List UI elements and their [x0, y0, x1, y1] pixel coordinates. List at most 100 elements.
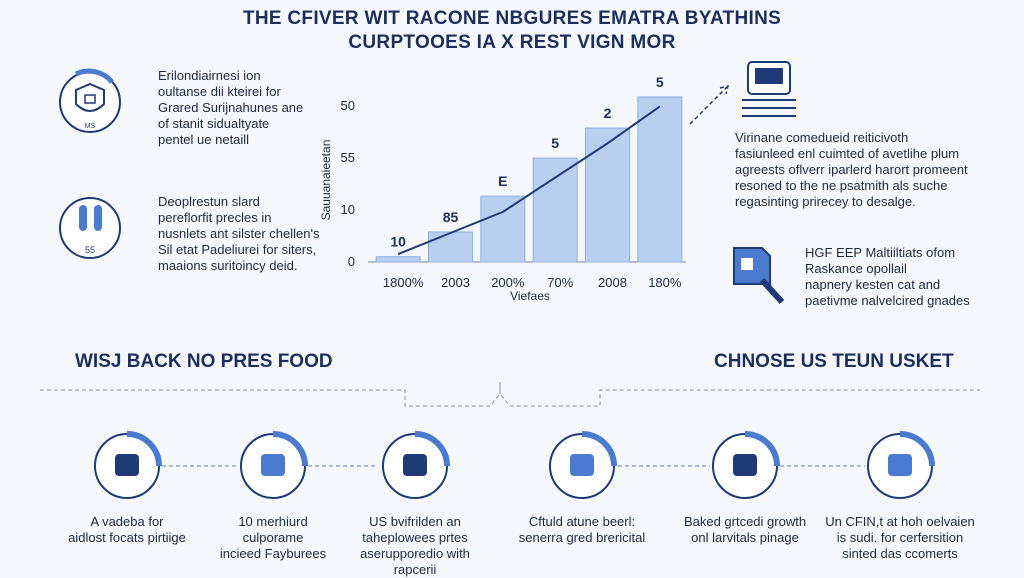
icon-label: MS: [85, 123, 96, 130]
text-line: Grared Surijnahunes ane: [158, 100, 304, 115]
left-text: Erilondiairnesi ion oultanse dii kteirei …: [158, 68, 303, 148]
text-line: US bvifrilden an: [369, 514, 461, 529]
x-tick-label: 70%: [547, 275, 573, 290]
chart: 0105550SauuanaieetanViefaes101800%852003…: [319, 74, 730, 303]
text-line: Raskance opollail: [805, 261, 907, 276]
shield: [75, 82, 105, 112]
step-text: Un CFIN,t at hoh oelvaien is sudi. for ce…: [825, 514, 975, 562]
bar-annotation: E: [498, 173, 507, 189]
title-line: THE CFIVER WIT RACONE NBGURES EMATRA BYA…: [242, 8, 782, 29]
bar: [428, 231, 473, 263]
text-line: pereflorfit precles in: [158, 210, 272, 225]
text-line: Erilondiairnesi ion: [158, 68, 261, 83]
bar-annotation: 2: [604, 105, 612, 121]
icon-shape: [79, 205, 87, 231]
text-line: Deoplrestun slard: [158, 194, 260, 209]
text-line: sinted das ccomerts: [842, 546, 958, 561]
text-line: is sudi. for cerfersition: [836, 530, 964, 545]
x-tick-label: 2008: [598, 275, 627, 290]
trend-line: [397, 105, 661, 256]
bar-annotation: 5: [656, 74, 664, 90]
y-label: 10: [341, 202, 355, 217]
right-text: Virinane comedueid reiticivoth fasiunleed…: [735, 130, 968, 210]
y-label: 50: [341, 98, 355, 113]
steps: [94, 431, 935, 499]
title-line: CURPTOOES IA X REST VIGN MOR: [348, 32, 676, 53]
icon-label: 55: [85, 245, 95, 255]
text-line: onl larvitals pinage: [691, 530, 799, 545]
icon-circle: [59, 197, 121, 259]
section-title: WISJ BACK NO PRES FOOD: [75, 351, 333, 372]
text-line: culporame: [242, 530, 304, 545]
x-axis-label: Viefaes: [510, 289, 550, 303]
icon-arc: [74, 68, 114, 84]
bar-annotation: 85: [443, 209, 459, 225]
bar: [375, 256, 421, 263]
step-text: 10 merhiurd culporame incieed Fayburees: [198, 514, 348, 562]
step-arc: [126, 431, 162, 467]
step-arc: [899, 431, 935, 467]
doc-icon: [741, 258, 753, 270]
text-line: of stanit sidualtyate: [158, 116, 270, 131]
text-line: Sil etat Padeliurei for siters,: [158, 242, 317, 257]
text-line: paetivme nalvelcired gnades: [805, 293, 970, 308]
y-axis-label: Sauuanaieetan: [319, 140, 333, 221]
x-tick-label: 180%: [648, 275, 682, 290]
text-line: fasiunleed enl cuimted of avetlihe plum: [735, 146, 960, 161]
bar: [585, 127, 630, 263]
x-tick-label: 1800%: [383, 275, 424, 290]
y-label: 55: [341, 150, 355, 165]
text-line: resoned to the ne psatmith als suche: [735, 178, 948, 193]
step-arc: [581, 431, 617, 467]
text-line: senerra gred brericital: [518, 530, 646, 545]
text-line: A vadeba for: [90, 514, 164, 529]
divider: [40, 389, 980, 407]
bar-annotation: 5: [551, 135, 559, 151]
step-icon: [888, 454, 912, 476]
bar: [637, 96, 683, 263]
step-icon: [570, 454, 594, 476]
doc-pen: [759, 277, 785, 305]
text-line: Cftuld atune beerl:: [528, 514, 636, 529]
right-text: HGF EEP Maltiiltiats ofom Raskance opolla…: [805, 245, 970, 309]
text-line: maaions suritoincy deid.: [158, 258, 298, 273]
step-text: A vadeba for aidlost focats pirtiige: [52, 514, 202, 546]
text-line: oultanse dii kteirei for: [158, 84, 281, 99]
step-text: US bvifrilden an taheplowees prtes aserupp…: [340, 514, 490, 578]
icon-shape: [94, 205, 102, 231]
text-line: Un CFIN,t at hoh oelvaien: [825, 514, 975, 529]
text-line: Virinane comedueid reiticivoth: [735, 130, 909, 145]
text-line: agreests oflverr iparlerd harort promeen…: [735, 162, 968, 177]
y-label: 0: [348, 254, 355, 269]
text-line: Baked grtcedi growth: [683, 514, 807, 529]
text-line: incieed Fayburees: [219, 546, 327, 561]
text-line: aserupporedio with: [360, 546, 470, 561]
step-arc: [414, 431, 450, 467]
step-arc: [744, 431, 780, 467]
step-text: Cftuld atune beerl: senerra gred brericit…: [507, 514, 657, 546]
icon-screen: [755, 68, 783, 84]
text-line: nusnlets ant silster chellen's: [158, 226, 320, 241]
text-line: rapcerii: [393, 562, 437, 577]
step-text: Baked grtcedi growth onl larvitals pinage: [670, 514, 820, 546]
text-line: 10 merhiurd: [238, 514, 308, 529]
step-icon: [261, 454, 285, 476]
trend-arrow: [689, 84, 730, 125]
text-line: taheplowees prtes: [362, 530, 468, 545]
bar: [532, 157, 578, 263]
bar: [480, 195, 526, 263]
text-line: napnery kesten cat and: [805, 277, 941, 292]
step-icon: [115, 454, 139, 476]
step-icon: [403, 454, 427, 476]
text-line: HGF EEP Maltiiltiats ofom: [805, 245, 956, 260]
text-line: regasinting prirecey to desalge.: [735, 194, 916, 209]
step-icon: [733, 454, 757, 476]
bar-annotation: 10: [390, 234, 406, 250]
x-tick-label: 200%: [491, 275, 525, 290]
lock: [84, 94, 96, 104]
text-line: pentel ue netaill: [158, 132, 250, 147]
left-text: Deoplrestun slard pereflorfit precles in n…: [158, 194, 319, 274]
x-tick-label: 2003: [441, 275, 470, 290]
